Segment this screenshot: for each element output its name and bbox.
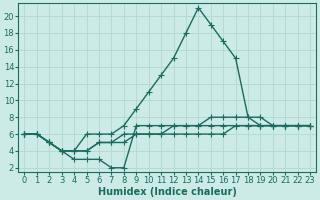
X-axis label: Humidex (Indice chaleur): Humidex (Indice chaleur) [98,187,237,197]
